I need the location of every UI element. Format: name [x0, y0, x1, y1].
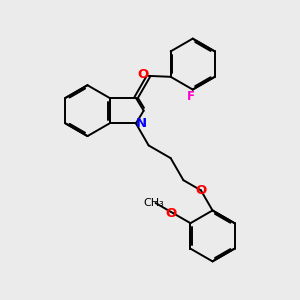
Text: O: O	[195, 184, 206, 197]
Text: CH₃: CH₃	[144, 198, 164, 208]
Text: F: F	[187, 90, 195, 103]
Text: N: N	[136, 117, 147, 130]
Text: O: O	[166, 207, 177, 220]
Text: O: O	[137, 68, 149, 81]
